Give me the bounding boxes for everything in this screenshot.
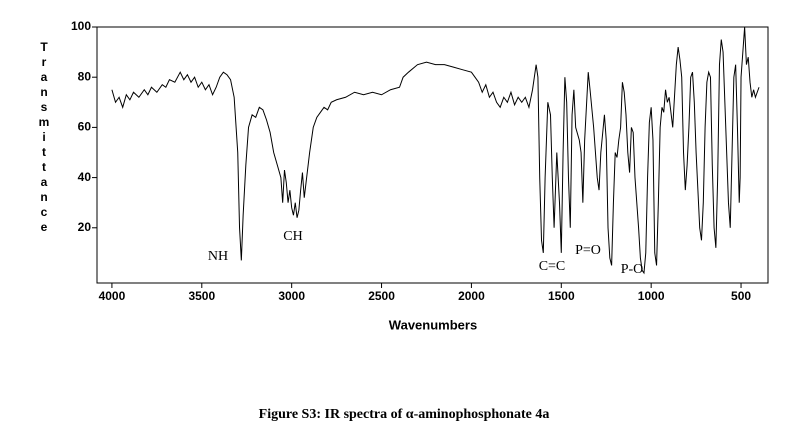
spectrum-line [111,26,760,275]
chart: Wavenumbers 4000 3500 3000 2500 2000 1500 1000… [71,19,769,332]
x-tick-label: 1000 [638,289,665,303]
peak-annotation: C=C [539,259,566,274]
y-tick-label: 100 [71,19,91,33]
x-tick-label: 4000 [99,289,126,303]
x-tick-label: 3500 [188,289,215,303]
x-tick-label: 500 [731,289,751,303]
x-tick-label: 3000 [278,289,305,303]
y-tick-label: 60 [78,120,92,134]
y-tick-label: 20 [78,220,92,234]
x-tick-label: 1500 [548,289,575,303]
peak-annotation: P-O [621,262,644,277]
peak-annotation: NH [208,249,228,264]
y-tick-label: 40 [78,170,92,184]
x-tick-label: 2000 [458,289,485,303]
figure-caption: Figure S3: IR spectra of α-aminophosphon… [258,407,550,422]
y-tick-label: 80 [78,69,92,83]
y-axis-label: Transmittance [37,40,51,235]
x-axis-label: Wavenumbers [389,317,477,332]
peak-annotation: CH [283,229,302,244]
plot-frame [96,26,769,284]
x-tick-label: 2500 [368,289,395,303]
peak-annotation: P=O [575,243,601,258]
